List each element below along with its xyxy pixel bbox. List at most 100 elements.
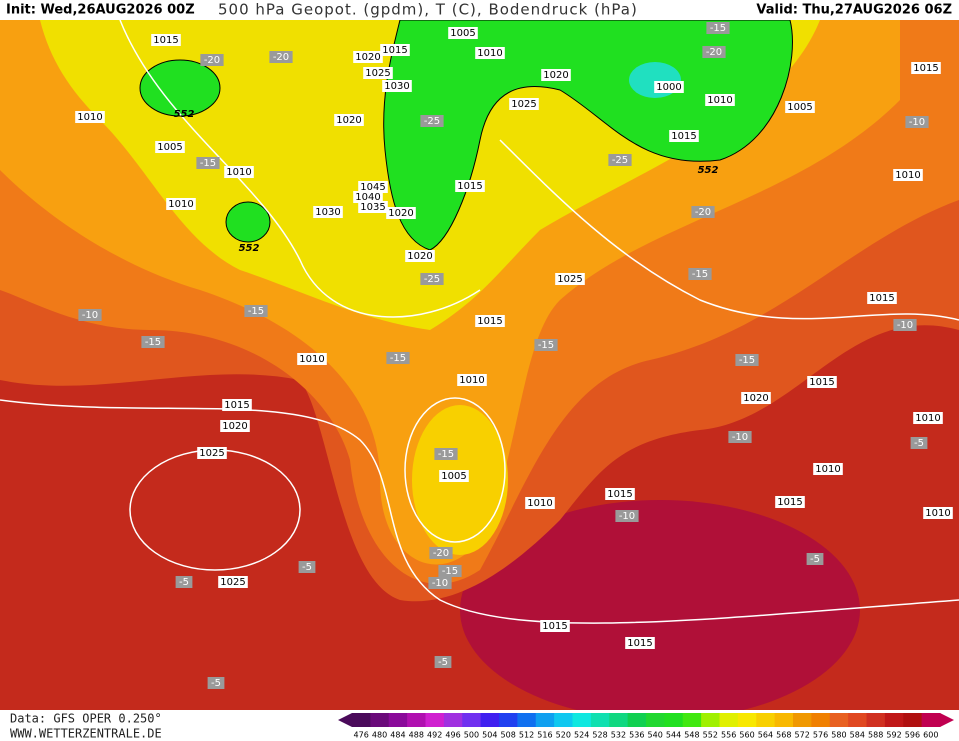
isotherm-label: -25: [612, 155, 628, 166]
colorbar-label: 588: [868, 731, 883, 740]
isobar-label: 1025: [199, 448, 224, 459]
isobar-label: 1015: [224, 400, 249, 411]
colorbar-swatch: [590, 713, 610, 727]
colorbar-swatch: [756, 713, 776, 727]
isobar-label-box: [313, 206, 343, 218]
isobar-label-box: [358, 181, 388, 193]
colorbar-swatch: [682, 713, 702, 727]
colorbar-swatch: [646, 713, 665, 727]
isobar-label-box: [807, 376, 837, 388]
colorbar-label: 600: [923, 731, 938, 740]
isotherm-label: -15: [200, 158, 216, 169]
isobar-label-box: [405, 250, 435, 262]
colorbar-swatch: [609, 713, 629, 727]
isotherm-label: -20: [433, 548, 449, 559]
isobar-label: 1010: [77, 112, 102, 123]
isobar-label-box: [911, 62, 941, 74]
map-title: 500 hPa Geopot. (gpdm), T (C), Bodendruc…: [218, 1, 638, 19]
colorbar-label: 484: [390, 731, 405, 740]
isobar-label: 1010: [707, 95, 732, 106]
isotherm-label: -10: [82, 310, 98, 321]
website: WWW.WETTERZENTRALE.DE: [10, 727, 162, 741]
map-background: [0, 19, 959, 720]
isobar-label: 1015: [477, 316, 502, 327]
isotherm-label: -5: [211, 678, 221, 689]
isobar-label-box: [785, 101, 815, 113]
colorbar-swatch: [811, 713, 831, 727]
isobar-label: 1015: [607, 489, 632, 500]
colorbar-swatch: [572, 713, 592, 727]
isobar-label-box: [775, 496, 805, 508]
isobar-label: 1015: [627, 638, 652, 649]
isotherm-label: -15: [438, 449, 454, 460]
colorbar-swatch: [370, 713, 390, 727]
isobar-label: 1015: [777, 497, 802, 508]
isobar-label: 1010: [226, 167, 251, 178]
isotherm-label: -5: [179, 577, 189, 588]
isobar-label-box: [893, 169, 923, 181]
isotherm-label-box: [434, 656, 452, 668]
isobar-label: 1020: [355, 52, 380, 63]
isobar-label-box: [334, 114, 364, 126]
isobar-label: 1010: [459, 375, 484, 386]
isotherm-label-box: [615, 510, 639, 522]
colorbar-label: 488: [409, 731, 424, 740]
colorbar-label: 500: [464, 731, 479, 740]
isobar-label-box: [475, 47, 505, 59]
isobar-label: 1030: [315, 207, 340, 218]
isobar-label-box: [540, 620, 570, 632]
isobar-label-box: [741, 392, 771, 404]
colorbar-swatch: [499, 713, 518, 727]
isobar-label-box: [353, 51, 383, 63]
isobar-label-box: [813, 463, 843, 475]
isobar-label-box: [151, 34, 181, 46]
isotherm-label-box: [534, 339, 558, 351]
isotherm-label: -10: [909, 117, 925, 128]
isotherm-label: -5: [438, 657, 448, 668]
isobar-label: 1025: [220, 577, 245, 588]
isotherm-label: -15: [390, 353, 406, 364]
colorbar-label: 556: [721, 731, 736, 740]
isotherm-label-box: [905, 116, 929, 128]
isotherm-label-box: [420, 115, 444, 127]
isobar-label: 1025: [557, 274, 582, 285]
colorbar-label: 520: [556, 731, 571, 740]
colorbar-label: 476: [354, 731, 369, 740]
isobar-label-box: [669, 130, 699, 142]
isobar-label-box: [382, 80, 412, 92]
isotherm-label: -20: [204, 55, 220, 66]
colorbar-label: 524: [574, 731, 589, 740]
colorbar-swatch: [719, 713, 739, 727]
isobar-label: 1020: [743, 393, 768, 404]
isobar-label: 1010: [477, 48, 502, 59]
colorbar-swatch: [388, 713, 408, 727]
colorbar-swatch: [425, 713, 445, 727]
isobar-label: 1010: [815, 464, 840, 475]
colorbar-label: 592: [886, 731, 901, 740]
isotherm-label-box: [200, 54, 224, 66]
isobar-label-box: [386, 207, 416, 219]
isotherm-label: -10: [897, 320, 913, 331]
colorbar-label: 548: [684, 731, 699, 740]
colorbar-swatch: [848, 713, 867, 727]
height-label: 552: [698, 165, 719, 176]
isobar-label-box: [166, 198, 196, 210]
isotherm-label: -15: [739, 355, 755, 366]
isobar-label-box: [455, 180, 485, 192]
isotherm-label: -20: [273, 52, 289, 63]
isobar-label: 1015: [913, 63, 938, 74]
isobar-label: 1020: [336, 115, 361, 126]
isobar-label-box: [197, 447, 227, 459]
isotherm-label-box: [196, 157, 220, 169]
isotherm-label-box: [728, 431, 752, 443]
isobar-label: 1020: [407, 251, 432, 262]
isobar-label: 1035: [360, 202, 385, 213]
isobar-label: 1015: [153, 35, 178, 46]
isobar-label: 1000: [656, 82, 681, 93]
colorbar-label: 512: [519, 731, 534, 740]
colorbar-label: 552: [703, 731, 718, 740]
isotherm-label-box: [910, 437, 928, 449]
colorbar-label: 536: [629, 731, 644, 740]
colorbar-label: 584: [850, 731, 865, 740]
isobar-label-box: [75, 111, 105, 123]
